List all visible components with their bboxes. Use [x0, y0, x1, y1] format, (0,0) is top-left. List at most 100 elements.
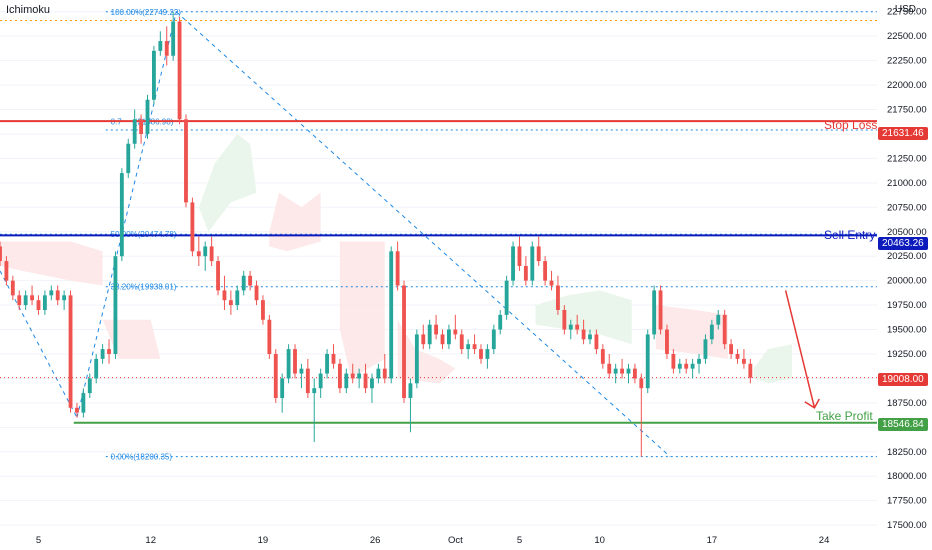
candle-body [370, 378, 374, 389]
candle-body [318, 373, 323, 389]
candle-body [248, 275, 253, 286]
candle-body [68, 295, 73, 408]
take-profit-price-tag: 18546.84 [878, 418, 928, 431]
candle-body [305, 368, 310, 394]
candle-body [382, 368, 387, 379]
fib-label: 38.20%(19938.01) [111, 283, 177, 292]
candle-body [523, 265, 528, 281]
y-tick-label: 19250.00 [887, 349, 927, 360]
y-tick-label: 18000.00 [887, 471, 927, 482]
candle-body [126, 143, 131, 174]
y-tick-label: 17750.00 [887, 496, 927, 507]
candle-body [402, 285, 406, 398]
candle-body [184, 119, 188, 203]
candle-body [549, 280, 554, 286]
candle-body [427, 324, 432, 345]
candle-body [434, 324, 439, 335]
candle-body [196, 251, 201, 257]
y-tick-label: 20500.00 [887, 227, 927, 238]
candle-body [562, 309, 567, 330]
candle-body [556, 285, 560, 310]
candle-body [280, 378, 285, 398]
x-tick-label: 5 [517, 535, 522, 546]
ichimoku-cloud [0, 241, 103, 286]
candle-body [722, 314, 727, 345]
candle-body [742, 358, 746, 364]
candle-body [414, 334, 419, 384]
candle-body [113, 256, 118, 354]
candle-body [729, 344, 734, 354]
candle-body [613, 368, 618, 374]
candle-body [446, 329, 451, 345]
candle-body [652, 290, 657, 335]
sell-entry-price-tag: 20463.26 [878, 237, 928, 250]
candle-body [735, 353, 740, 359]
candle-body [543, 261, 548, 281]
candle-body [171, 21, 176, 56]
candle-body [671, 353, 676, 369]
ichimoku-cloud [753, 344, 793, 384]
candle-body [697, 358, 701, 364]
x-tick-label: 26 [370, 535, 381, 546]
candle-body [55, 290, 60, 301]
x-tick-label: 5 [36, 535, 41, 546]
candle-body [421, 334, 426, 345]
stop-loss-price-tag: 21631.46 [878, 127, 928, 140]
candle-body [607, 363, 612, 374]
indicator-label[interactable]: Ichimoku [6, 4, 51, 16]
y-tick-label: 20000.00 [887, 276, 927, 287]
candle-body [376, 368, 381, 379]
candle-body [331, 353, 336, 364]
candle-body [42, 295, 47, 310]
fib-label: 100.00%(22749.22) [111, 8, 182, 17]
candle-body [87, 378, 92, 394]
candle-body [254, 285, 259, 301]
candle-body [748, 363, 753, 378]
trend-line [76, 11, 177, 418]
candle-body [575, 324, 580, 330]
candle-body [677, 363, 682, 369]
ichimoku-cloud [269, 192, 321, 252]
candle-body [222, 290, 227, 301]
candle-body [632, 368, 637, 379]
currency-label: USD [894, 4, 916, 15]
candle-body [658, 290, 663, 330]
candle-body [709, 324, 714, 340]
candle-body [17, 295, 22, 306]
candle-body [62, 295, 67, 301]
candle-body [312, 388, 317, 394]
candle-body [408, 383, 413, 398]
stop-loss-label: Stop Loss [824, 118, 878, 132]
candle-body [100, 349, 105, 359]
candle-body [261, 300, 265, 320]
take-profit-label: Take Profit [816, 409, 873, 423]
candle-body [151, 50, 156, 100]
y-tick-label: 18750.00 [887, 398, 927, 409]
candle-body [23, 295, 28, 306]
candle-body [491, 329, 496, 350]
candle-body [498, 314, 503, 330]
ichimoku-cloud [339, 241, 385, 379]
y-tick-label: 22250.00 [887, 56, 927, 67]
candle-body [645, 334, 650, 389]
candle-body [639, 378, 644, 389]
candle-body [30, 295, 34, 301]
candle-body [209, 246, 214, 262]
y-tick-label: 21250.00 [887, 153, 927, 164]
candle-body [684, 363, 689, 369]
ichimoku-cloud [655, 305, 728, 359]
candle-body [49, 290, 54, 296]
candle-body [94, 358, 99, 379]
candle-body [190, 202, 195, 252]
candle-body [459, 334, 464, 350]
candle-body [665, 329, 669, 354]
candle-body [517, 246, 522, 266]
candle-body [293, 349, 297, 374]
y-tick-label: 19750.00 [887, 300, 927, 311]
candle-body [690, 363, 695, 369]
candle-body [337, 363, 342, 389]
ichimoku-cloud [198, 133, 257, 232]
x-tick-label: 12 [145, 535, 156, 546]
candle-body [81, 393, 86, 413]
